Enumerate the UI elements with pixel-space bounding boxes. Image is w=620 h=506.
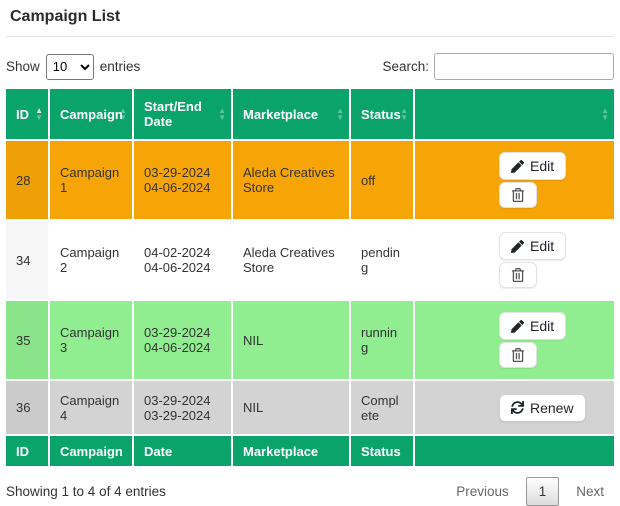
header-label: Status <box>361 106 401 122</box>
trash-icon <box>511 188 525 202</box>
edit-button[interactable]: Edit <box>499 312 567 340</box>
bottom-bar: Showing 1 to 4 of 4 entries Previous 1 N… <box>6 477 614 506</box>
start-date: 04-02-2024 <box>144 245 211 260</box>
header-label: ID <box>16 106 29 122</box>
trash-icon <box>511 348 525 362</box>
table-controls: Show 10 entries Search: <box>6 53 614 80</box>
footer-date: Date <box>134 436 231 466</box>
cell-dates: 03-29-2024 04-06-2024 <box>134 301 231 379</box>
cell-id: 28 <box>6 141 48 219</box>
cell-actions: Edit <box>415 221 614 299</box>
previous-page-button[interactable]: Previous <box>446 478 519 505</box>
entries-label: entries <box>99 59 141 74</box>
cell-dates: 03-29-2024 04-06-2024 <box>134 141 231 219</box>
start-date: 03-29-2024 <box>144 165 211 180</box>
cell-actions: Edit <box>415 301 614 379</box>
cell-id: 36 <box>6 381 48 434</box>
edit-button[interactable]: Edit <box>499 152 567 180</box>
cell-marketplace: NIL <box>233 301 349 379</box>
renew-button[interactable]: Renew <box>499 393 586 422</box>
sync-icon <box>511 401 524 414</box>
cell-status: off <box>351 141 413 219</box>
cell-id: 34 <box>6 221 48 299</box>
table-row-campaign-4: 36 Campaign 4 03-29-2024 03-29-2024 NIL C… <box>6 381 614 434</box>
table-row-campaign-2: 34 Campaign 2 04-02-2024 04-06-2024 Aleda… <box>6 221 614 299</box>
table-row-campaign-3: 35 Campaign 3 03-29-2024 04-06-2024 NIL r… <box>6 301 614 379</box>
column-header-campaign[interactable]: Campaign ▲ ▼ <box>50 89 132 139</box>
sort-arrows-icon: ▲ ▼ <box>400 106 408 122</box>
pencil-icon <box>511 319 524 333</box>
footer-id: ID <box>6 436 48 466</box>
column-header-id[interactable]: ID ▲ ▼ <box>6 89 48 139</box>
end-date: 04-06-2024 <box>144 340 211 355</box>
pagination: Previous 1 Next <box>446 477 614 506</box>
footer-row: ID Campaign Date Marketplace Status <box>6 436 614 466</box>
campaign-table: ID ▲ ▼ Campaign ▲ ▼ Start/End Date ▲ ▼ Marketp… <box>4 87 616 468</box>
cell-campaign: Campaign 1 <box>50 141 132 219</box>
sort-arrows-icon: ▲ ▼ <box>218 106 226 122</box>
cell-dates: 04-02-2024 04-06-2024 <box>134 221 231 299</box>
header-label: Marketplace <box>243 106 319 122</box>
pencil-icon <box>511 239 524 253</box>
cell-marketplace: NIL <box>233 381 349 434</box>
end-date: 03-29-2024 <box>144 407 211 423</box>
edit-button-label: Edit <box>530 238 555 254</box>
cell-dates: 03-29-2024 03-29-2024 <box>134 381 231 434</box>
cell-campaign: Campaign 2 <box>50 221 132 299</box>
renew-button-label: Renew <box>530 399 574 416</box>
delete-button[interactable] <box>499 262 537 288</box>
cell-status: pending <box>351 221 413 299</box>
edit-button-label: Edit <box>530 318 555 334</box>
column-header-status[interactable]: Status ▲ ▼ <box>351 89 413 139</box>
cell-campaign: Campaign 4 <box>50 381 132 434</box>
end-date: 04-06-2024 <box>144 180 211 195</box>
sort-arrows-icon: ▲ ▼ <box>35 106 43 122</box>
table-row-campaign-1: 28 Campaign 1 03-29-2024 04-06-2024 Aleda… <box>6 141 614 219</box>
trash-icon <box>511 268 525 282</box>
column-header-date[interactable]: Start/End Date ▲ ▼ <box>134 89 231 139</box>
footer-actions <box>415 436 614 466</box>
footer-marketplace: Marketplace <box>233 436 349 466</box>
page-number-button[interactable]: 1 <box>525 477 560 506</box>
cell-marketplace: Aleda Creatives Store <box>233 141 349 219</box>
page-title: Campaign List <box>10 8 121 25</box>
cell-actions: Renew <box>415 381 614 434</box>
search-input[interactable] <box>434 53 614 80</box>
sort-arrows-icon: ▲ ▼ <box>336 106 344 122</box>
column-header-marketplace[interactable]: Marketplace ▲ ▼ <box>233 89 349 139</box>
footer-status: Status <box>351 436 413 466</box>
header-row: ID ▲ ▼ Campaign ▲ ▼ Start/End Date ▲ ▼ Marketp… <box>6 89 614 139</box>
header-label: Start/End Date <box>144 99 202 129</box>
divider <box>6 36 614 37</box>
cell-marketplace: Aleda Creatives Store <box>233 221 349 299</box>
cell-id: 35 <box>6 301 48 379</box>
cell-status: running <box>351 301 413 379</box>
footer-campaign: Campaign <box>50 436 132 466</box>
start-date: 03-29-2024 <box>144 392 211 408</box>
delete-button[interactable] <box>499 182 537 208</box>
search-control: Search: <box>382 53 614 80</box>
page-length-select[interactable]: 10 <box>45 53 94 80</box>
sort-arrows-icon: ▲ ▼ <box>119 106 127 122</box>
header-label: Campaign <box>60 106 123 122</box>
sort-arrows-icon: ▲ ▼ <box>601 106 609 122</box>
column-header-actions[interactable]: ▲ ▼ <box>415 89 614 139</box>
cell-actions: Edit <box>415 141 614 219</box>
cell-campaign: Campaign 3 <box>50 301 132 379</box>
end-date: 04-06-2024 <box>144 260 211 275</box>
show-label: Show <box>6 59 40 74</box>
start-date: 03-29-2024 <box>144 325 211 340</box>
pencil-icon <box>511 159 524 173</box>
edit-button[interactable]: Edit <box>499 232 567 260</box>
edit-button-label: Edit <box>530 158 555 174</box>
show-entries-control: Show 10 entries <box>6 53 141 80</box>
table-info: Showing 1 to 4 of 4 entries <box>6 484 166 499</box>
delete-button[interactable] <box>499 342 537 368</box>
next-page-button[interactable]: Next <box>566 478 614 505</box>
cell-status: Complete <box>351 381 413 434</box>
search-label: Search: <box>382 59 429 74</box>
